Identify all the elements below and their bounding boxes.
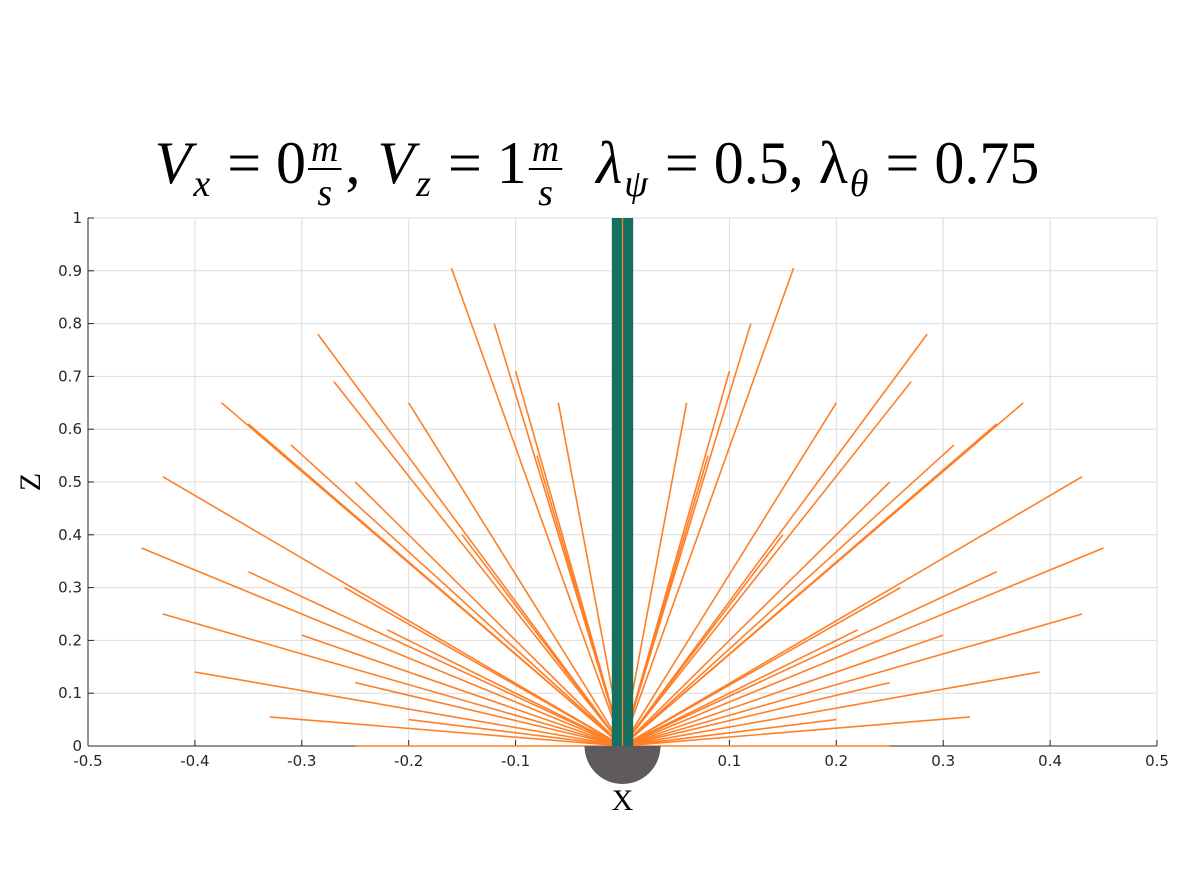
ray — [622, 671, 1040, 747]
title-fraction-den: s — [317, 172, 332, 214]
ray — [621, 402, 837, 747]
ray — [162, 613, 623, 747]
x-axis-label: X — [612, 784, 634, 817]
y-tick-label: 0.5 — [58, 473, 82, 491]
x-tick-label: -0.5 — [73, 752, 102, 770]
ray — [622, 586, 901, 747]
title-fraction-num: m — [532, 128, 559, 170]
x-tick-label: -0.2 — [394, 752, 423, 770]
x-tick-label: -0.3 — [287, 752, 316, 770]
y-tick-label: 0.4 — [58, 526, 82, 544]
title-text: , — [346, 130, 376, 196]
ray — [290, 444, 624, 747]
ray — [354, 481, 624, 747]
ray — [333, 381, 624, 747]
title-fraction-den: s — [538, 172, 553, 214]
ray — [621, 444, 955, 747]
y-tick-label: 0.1 — [58, 684, 82, 702]
title-text: = 0.75 — [870, 130, 1039, 196]
y-tick-label: 0 — [72, 737, 82, 755]
ray — [162, 476, 623, 747]
y-tick-label: 0.7 — [58, 367, 82, 385]
ray — [621, 333, 928, 747]
ray — [408, 718, 623, 747]
ray — [621, 267, 795, 747]
y-tick-label: 0.3 — [58, 579, 82, 597]
ray — [269, 716, 623, 747]
x-tick-label: -0.1 — [501, 752, 530, 770]
ray — [621, 381, 912, 747]
ray — [194, 671, 623, 747]
title-subscript: ψ — [624, 163, 649, 205]
plot-area: -0.5-0.4-0.3-0.2-0.100.10.20.30.40.500.1… — [58, 209, 1169, 784]
title-text: λ — [566, 130, 622, 196]
title-text: V — [378, 130, 421, 196]
title-fraction-num: m — [311, 128, 338, 170]
x-tick-label: 0.1 — [717, 752, 741, 770]
title-subscript: x — [192, 163, 210, 205]
y-tick-label: 0.2 — [58, 631, 82, 649]
ray — [622, 613, 1083, 747]
ray — [248, 571, 623, 747]
y-tick-label: 1 — [72, 209, 82, 227]
title-text: V — [155, 130, 198, 196]
ray — [622, 571, 997, 747]
ray — [621, 534, 784, 747]
x-tick-label: 0.5 — [1145, 752, 1169, 770]
body — [584, 746, 661, 784]
ray — [461, 534, 624, 747]
title-subscript: z — [415, 163, 431, 205]
ray — [622, 547, 1104, 747]
ray — [622, 718, 837, 747]
ray — [622, 634, 944, 747]
ray — [247, 423, 624, 747]
x-tick-label: 0.3 — [931, 752, 955, 770]
y-tick-label: 0.8 — [58, 315, 82, 333]
ray — [622, 476, 1083, 747]
y-axis-label: Z — [14, 473, 47, 491]
ray — [355, 681, 623, 747]
ray — [344, 586, 623, 747]
ray — [622, 681, 890, 747]
ray — [408, 402, 624, 747]
ray — [317, 333, 624, 747]
ray — [450, 267, 624, 747]
title-text: = 1 — [433, 130, 527, 196]
ray — [386, 629, 623, 747]
title-text: = 0.5, λ — [650, 130, 848, 196]
ray — [301, 634, 623, 747]
title-subscript: θ — [850, 163, 869, 205]
ray — [621, 455, 709, 747]
title-text: = 0 — [212, 130, 306, 196]
y-tick-label: 0.9 — [58, 262, 82, 280]
y-tick-label: 0.6 — [58, 420, 82, 438]
x-tick-label: -0.4 — [180, 752, 209, 770]
x-tick-label: 0.2 — [824, 752, 848, 770]
x-tick-label: 0.4 — [1038, 752, 1062, 770]
ray — [622, 629, 859, 747]
ray — [622, 716, 970, 747]
ray — [141, 547, 623, 747]
ray — [621, 481, 891, 747]
ray — [536, 455, 624, 747]
ray — [621, 423, 998, 747]
